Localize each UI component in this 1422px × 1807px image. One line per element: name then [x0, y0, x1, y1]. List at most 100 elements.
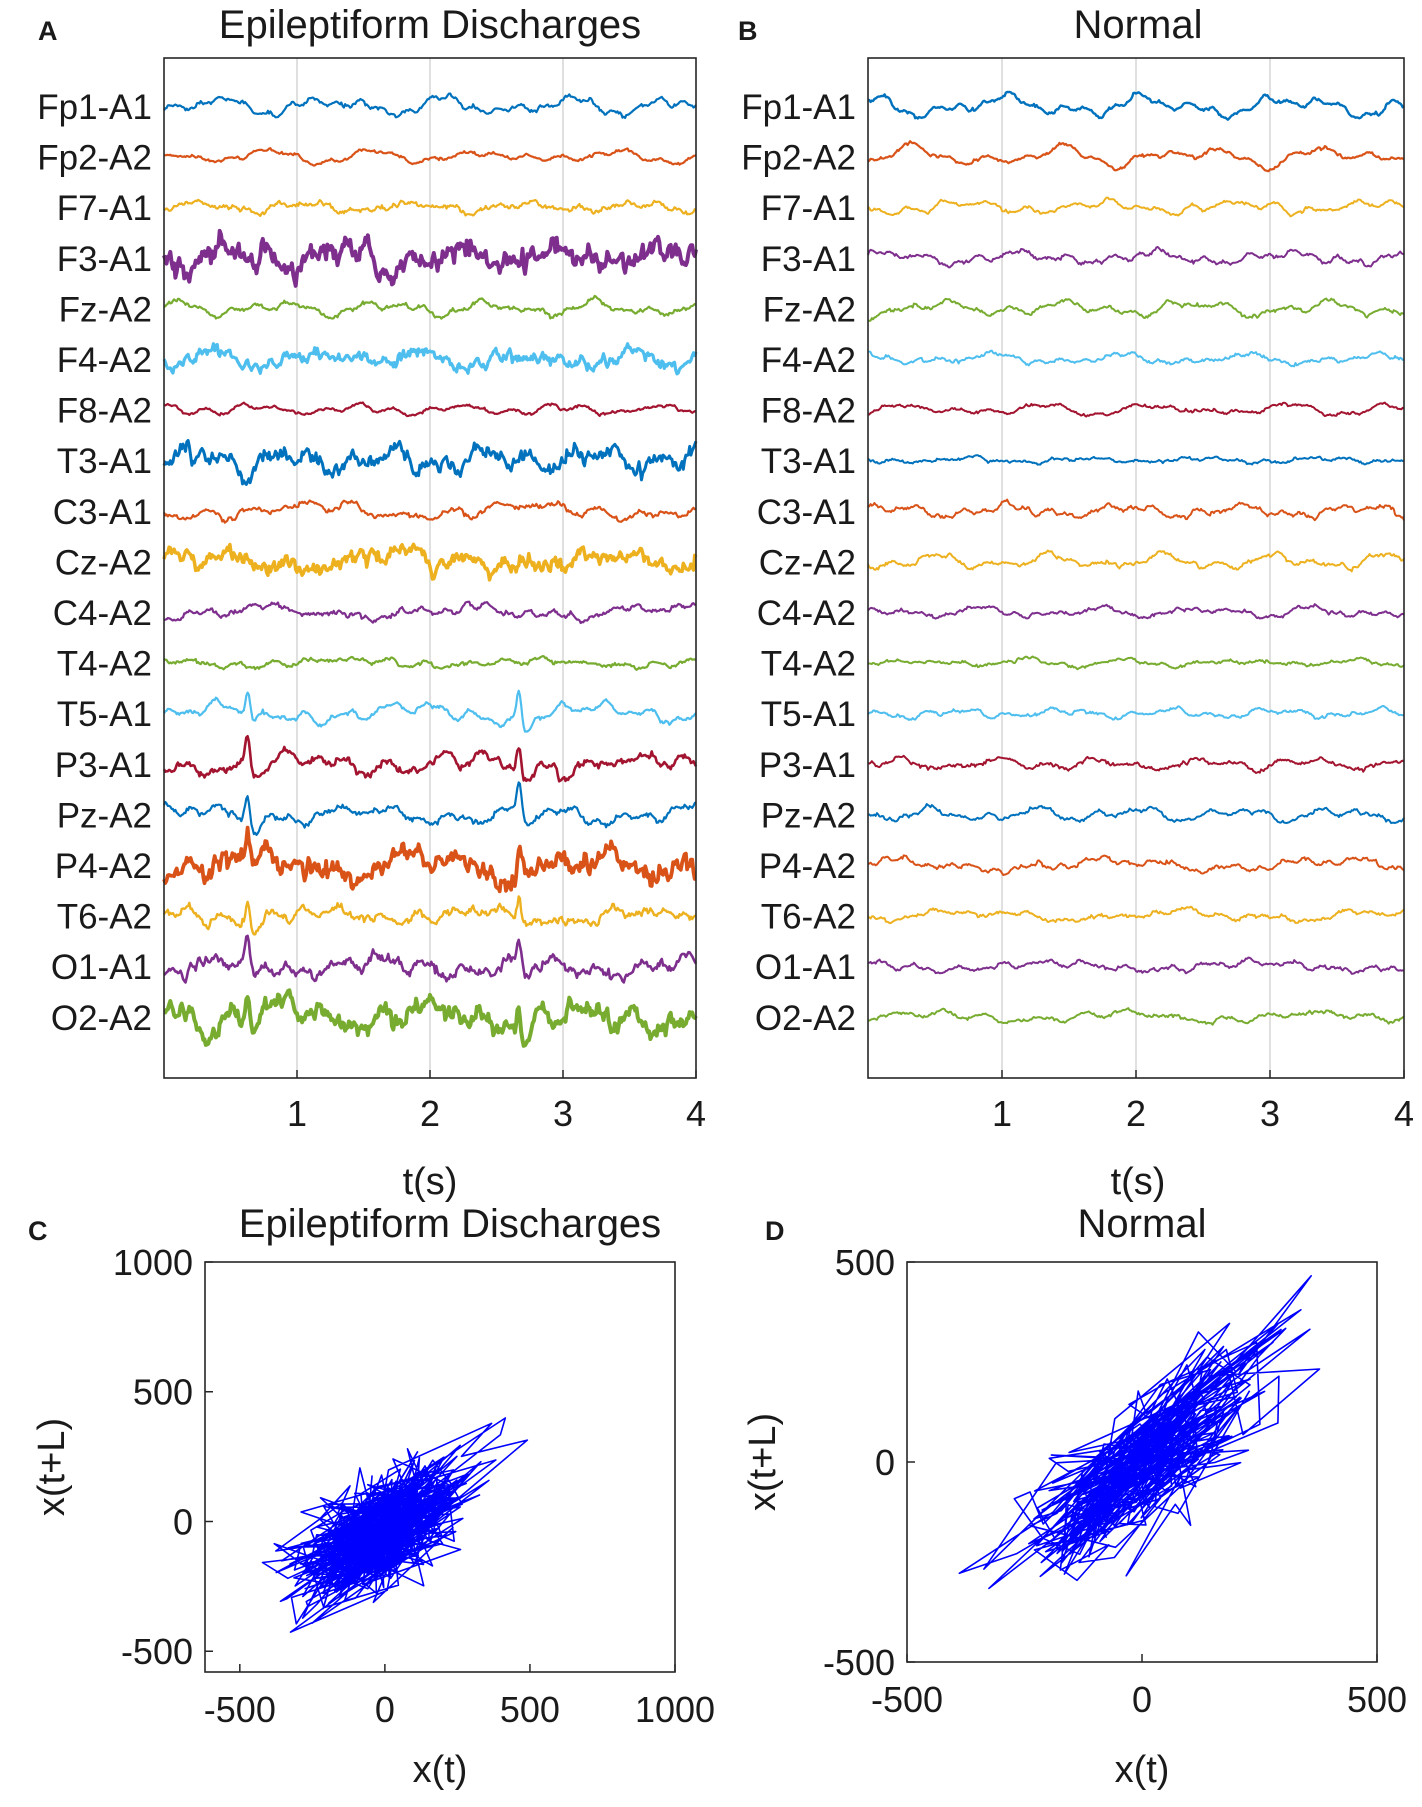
x-tick-label: 4: [686, 1093, 706, 1134]
channel-label: P4-A2: [55, 847, 152, 886]
channel-label: F7-A1: [57, 189, 152, 228]
panel-label-c: C: [28, 1216, 48, 1246]
channel-trace-o1-a1: [867, 956, 1405, 975]
channel-trace-t3-a1: [162, 439, 698, 486]
channel-label: P3-A1: [55, 746, 152, 785]
x-tick-label: 4: [1394, 1093, 1414, 1134]
panel-c-ylabel: x(t+L): [31, 1418, 73, 1516]
x-tick-label: 3: [553, 1093, 573, 1134]
channel-label: T3-A1: [761, 442, 856, 481]
channel-trace-p3-a1: [162, 735, 698, 783]
channel-trace-c4-a2: [867, 603, 1405, 620]
channel-label: T5-A1: [761, 695, 856, 734]
channel-label: O2-A2: [755, 999, 856, 1038]
channel-label: F8-A2: [57, 392, 152, 431]
channel-label: Cz-A2: [55, 543, 152, 582]
channel-trace-t6-a2: [867, 905, 1405, 925]
panel-b-axes-box: [867, 57, 1405, 1079]
y-tick-label: 500: [835, 1242, 895, 1283]
channel-label: F4-A2: [57, 341, 152, 380]
channel-label: C3-A1: [53, 493, 152, 532]
channel-label: F8-A2: [761, 392, 856, 431]
x-tick-label: 1: [287, 1093, 307, 1134]
y-tick-label: 0: [875, 1442, 895, 1483]
x-tick-label: 1000: [635, 1689, 715, 1730]
panel-c-axes-box: [204, 1261, 676, 1673]
channel-label: P3-A1: [759, 746, 856, 785]
channel-label: T6-A2: [57, 898, 152, 937]
channel-trace-fp2-a2: [867, 140, 1405, 173]
panel-c-plot-area: -500 0 500 1000 -500 0 500 1000: [113, 1242, 715, 1730]
channel-label: T3-A1: [57, 442, 152, 481]
channel-trace-f7-a1: [867, 196, 1405, 218]
x-tick-label: -500: [871, 1679, 943, 1720]
channel-trace-t4-a2: [867, 655, 1405, 671]
panel-b-title: Normal: [1074, 3, 1203, 47]
panel-label-a: A: [38, 16, 58, 46]
y-tick-label: 0: [173, 1501, 193, 1542]
channel-trace-fz-a2: [163, 294, 697, 320]
channel-label: P4-A2: [759, 847, 856, 886]
channel-label: C4-A2: [53, 594, 152, 633]
channel-label: O2-A2: [51, 999, 152, 1038]
x-tick-label: 0: [1132, 1679, 1152, 1720]
channel-trace-t5-a1: [867, 705, 1405, 721]
channel-trace-f8-a2: [868, 401, 1405, 418]
channel-trace-cz-a2: [867, 549, 1405, 573]
panel-c: C Epileptiform Discharges -500 0 500 1000-5…: [28, 1202, 715, 1791]
panel-d-title: Normal: [1078, 1202, 1207, 1246]
phase-trajectory: [958, 1275, 1321, 1590]
channel-label: Fp2-A2: [37, 139, 152, 178]
channel-trace-p4-a2: [867, 854, 1405, 876]
x-tick-label: 2: [1126, 1093, 1146, 1134]
x-tick-label: 500: [1347, 1679, 1407, 1720]
panel-d-axes-box: [906, 1261, 1378, 1663]
panel-a-plot-area: 1 2 3 4 Fp1-A1 Fp2-A2 F7-A1 F3-A1 Fz-A2 F4-A2 F8-A…: [37, 58, 706, 1134]
channel-trace-fp1-a1: [867, 90, 1405, 121]
panel-b-plot-area: 1 2 3 4 Fp1-A1 Fp2-A2 F7-A1 F3-A1 Fz-A2 F4-A2 F8-A…: [741, 58, 1414, 1134]
channel-label: T5-A1: [57, 695, 152, 734]
channel-label: Fz-A2: [59, 290, 152, 329]
channel-label: F3-A1: [761, 240, 856, 279]
panel-d-xlabel: x(t): [1115, 1749, 1170, 1791]
panel-a-xlabel: t(s): [403, 1161, 458, 1203]
channel-label: Fp1-A1: [37, 88, 152, 127]
channel-label: O1-A1: [51, 948, 152, 987]
x-tick-label: 3: [1260, 1093, 1280, 1134]
x-tick-label: 0: [375, 1689, 395, 1730]
channel-trace-t5-a1: [163, 689, 697, 733]
channel-label: Cz-A2: [759, 543, 856, 582]
panel-label-b: B: [738, 16, 758, 46]
phase-trajectory: [261, 1417, 529, 1633]
channel-label: Pz-A2: [57, 796, 152, 835]
channel-trace-f4-a2: [867, 349, 1405, 368]
y-tick-label: -500: [823, 1642, 895, 1683]
panel-a-title: Epileptiform Discharges: [219, 3, 641, 47]
x-tick-label: 2: [420, 1093, 440, 1134]
channel-trace-f4-a2: [162, 342, 698, 376]
channel-trace-c3-a1: [162, 499, 697, 524]
y-tick-label: 500: [133, 1372, 193, 1413]
channel-trace-t4-a2: [163, 655, 697, 671]
panel-b-xlabel: t(s): [1111, 1161, 1166, 1203]
channel-label: T4-A2: [57, 645, 152, 684]
channel-trace-fp1-a1: [163, 92, 697, 119]
channel-trace-fz-a2: [867, 297, 1405, 322]
y-tick-label: -500: [121, 1631, 193, 1672]
x-tick-label: 1: [992, 1093, 1012, 1134]
channel-label: F3-A1: [57, 240, 152, 279]
panel-a: A Epileptiform Discharges 1 2 3 4 Fp1-A1 Fp2-…: [37, 3, 706, 1203]
channel-label: C3-A1: [757, 493, 856, 532]
panel-c-xlabel: x(t): [413, 1749, 468, 1791]
channel-trace-fp2-a2: [163, 147, 697, 167]
channel-trace-t3-a1: [867, 454, 1405, 466]
channel-label: O1-A1: [755, 948, 856, 987]
panel-c-title: Epileptiform Discharges: [239, 1202, 661, 1246]
channel-label: T6-A2: [761, 898, 856, 937]
x-tick-label: 500: [500, 1689, 560, 1730]
channel-label: C4-A2: [757, 594, 856, 633]
channel-trace-f7-a1: [163, 198, 697, 218]
channel-trace-pz-a2: [867, 803, 1405, 825]
channel-label: T4-A2: [761, 645, 856, 684]
